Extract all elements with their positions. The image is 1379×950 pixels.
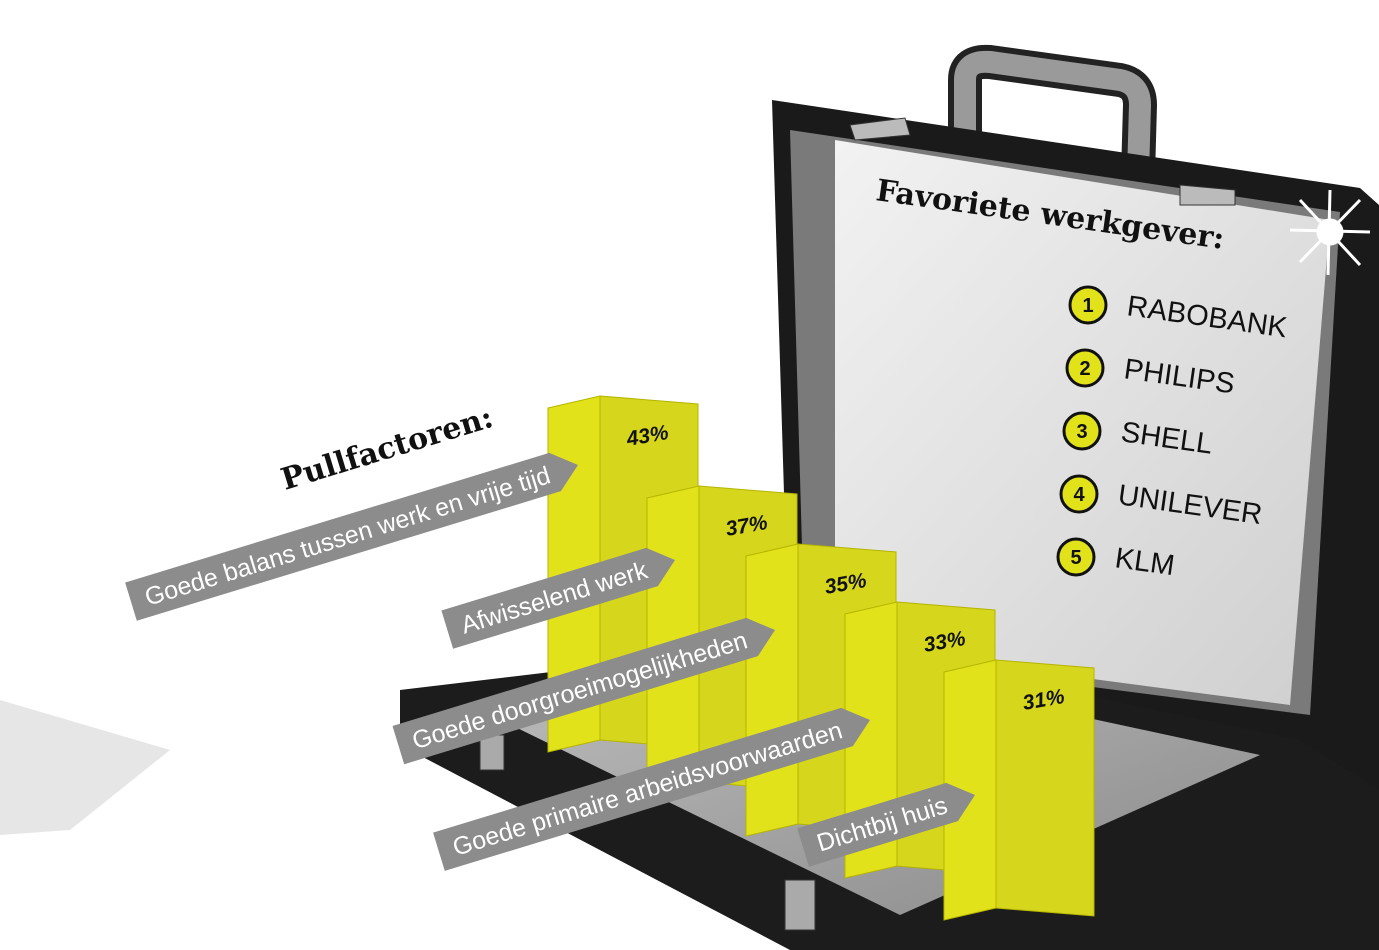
rank: 5 [1070,547,1081,569]
rank-badge [1065,348,1105,388]
banner-shape [433,707,870,871]
banner-shape [125,452,578,621]
latch [1179,184,1236,206]
handle-inner [954,50,1152,176]
latch [849,117,911,141]
banner-shape [441,547,675,649]
rank-badge [1059,474,1099,514]
bar [745,543,799,837]
rank: 1 [1082,295,1093,317]
banner-shape [392,617,775,765]
banner-shape [797,782,975,867]
rank-badge [1062,411,1102,451]
bar [943,659,997,921]
rank: 3 [1076,421,1087,443]
rank: 4 [1073,484,1085,506]
clasp [784,879,816,931]
shadow [0,700,170,835]
category-label: Goede balans tussen werk en vrije tijd [142,461,554,611]
clasp [479,734,505,771]
rank-badge [1056,537,1096,577]
rank-badge [1068,285,1108,325]
sparkle [1289,189,1371,276]
rank: 2 [1079,358,1090,380]
